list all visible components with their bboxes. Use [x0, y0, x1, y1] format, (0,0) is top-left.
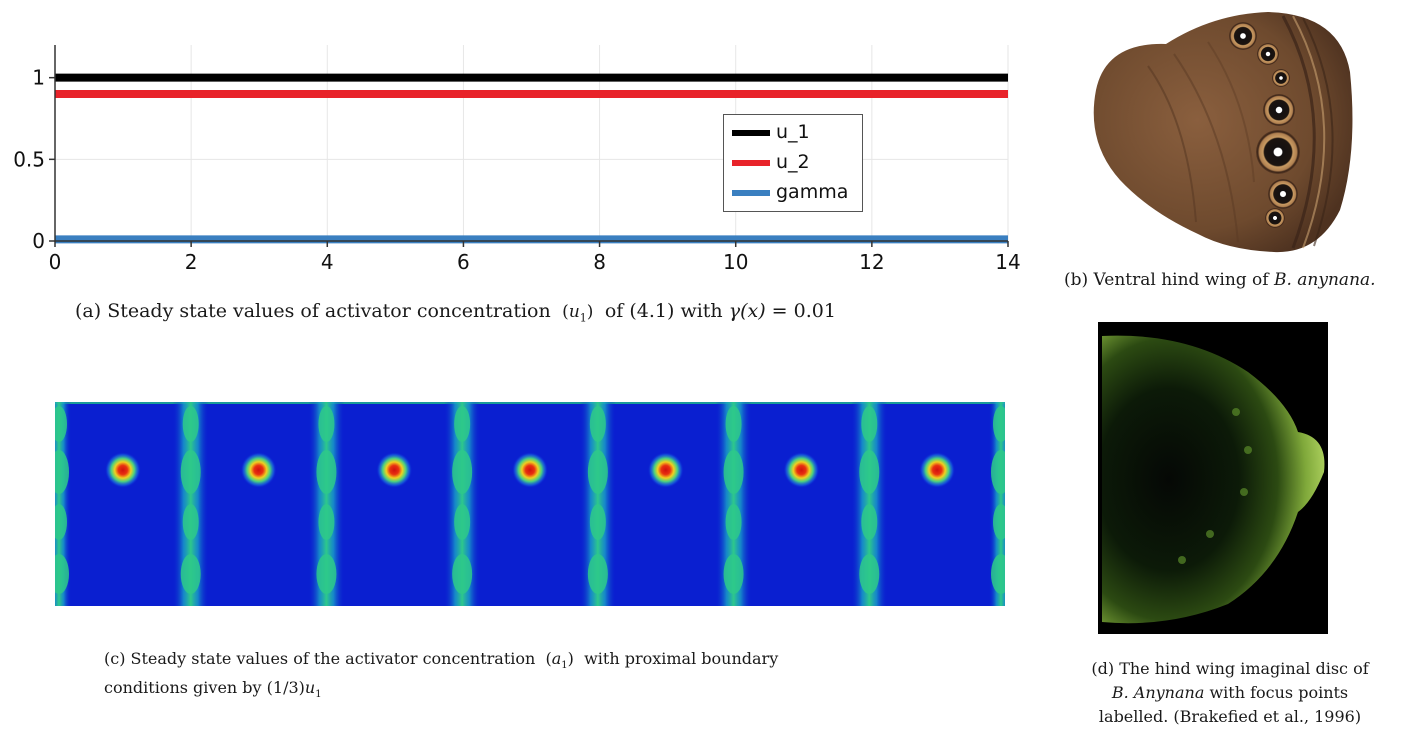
heatmap-band-bulge: [861, 504, 878, 540]
caption-d-species: B. Anynana: [1111, 683, 1205, 702]
caption-a-eq: γ(x): [728, 300, 766, 322]
heatmap-background: [55, 402, 1005, 606]
caption-d-line3: labelled. (Brakefied et al., 1996): [1098, 707, 1362, 726]
caption-c-symbol: (a1): [540, 649, 579, 672]
caption-a: (a) Steady state values of activator con…: [75, 300, 836, 324]
heatmap-band-bulge: [318, 406, 335, 442]
caption-c-line2: conditions given by (1/3)u1: [104, 677, 778, 706]
x-tick-label: 10: [723, 250, 748, 274]
heatmap-band-bulge: [725, 504, 742, 540]
caption-c-suffix: with proximal boundary: [584, 649, 779, 668]
caption-d-line2: B. Anynana with focus points: [1060, 681, 1400, 705]
legend-swatch-u2: [732, 160, 770, 166]
caption-b-species: B. anynana.: [1274, 270, 1376, 290]
x-tick-label: 0: [49, 250, 62, 274]
legend-swatch-gamma: [732, 190, 770, 196]
activator-heatmap: [55, 402, 1005, 606]
x-tick-label: 8: [593, 250, 606, 274]
heatmap-band-bulge: [723, 554, 744, 594]
heatmap-spot: [376, 452, 413, 488]
heatmap-spot: [240, 452, 277, 488]
heatmap-band-bulge: [587, 554, 608, 594]
caption-d-line1: (d) The hind wing imaginal disc of: [1091, 659, 1369, 678]
caption-c-var: a: [551, 649, 562, 668]
heatmap-band-bulge: [993, 406, 1005, 442]
heatmap-band-bulge: [454, 406, 471, 442]
caption-c-line2-expr: (1/3): [266, 678, 305, 698]
heatmap-spot: [783, 452, 820, 488]
ventral-hind-wing-image: [1078, 2, 1358, 262]
heatmap-spot: [647, 452, 684, 488]
heatmap-band-bulge: [991, 450, 1005, 494]
caption-c-sub: 1: [561, 660, 568, 672]
x-tick-label: 6: [457, 250, 470, 274]
caption-d: (d) The hind wing imaginal disc of B. An…: [1060, 657, 1400, 729]
caption-a-sub: 1: [579, 311, 587, 325]
x-tick-label: 12: [859, 250, 884, 274]
heatmap-band-bulge: [182, 406, 199, 442]
heatmap-band-bulge: [589, 406, 606, 442]
heatmap-spot: [104, 452, 141, 488]
caption-a-mid: of (4.1) with: [604, 300, 723, 322]
x-tick-label: 2: [185, 250, 198, 274]
heatmap-band-bulge: [55, 554, 69, 594]
heatmap-band-bulge: [55, 406, 67, 442]
heatmap-band-bulge: [316, 554, 337, 594]
y-tick-label: 0.5: [13, 147, 45, 171]
caption-a-var: u: [568, 302, 580, 322]
heatmap-band-bulge: [859, 554, 880, 594]
heatmap-band-bulge: [859, 450, 880, 494]
heatmap-band-bulge: [55, 504, 67, 540]
heatmap-band-bulge: [454, 504, 471, 540]
heatmap-band-bulge: [723, 450, 744, 494]
heatmap-band-bulge: [55, 450, 69, 494]
y-tick-label: 0: [32, 229, 45, 253]
heatmap-band-bulge: [993, 504, 1005, 540]
heatmap-spot: [512, 452, 548, 488]
caption-c-prefix: (c) Steady state values of the activator…: [104, 649, 536, 668]
line-chart: 0 2 4 6 8 10 12 14 0 0.5 1: [13, 45, 1021, 274]
caption-c-line2-sub: 1: [315, 689, 322, 701]
caption-c: (c) Steady state values of the activator…: [104, 648, 778, 706]
caption-a-prefix: (a) Steady state values of activator con…: [75, 300, 551, 322]
chart-legend: u_1 u_2 gamma: [723, 114, 863, 212]
legend-label: u_1: [776, 121, 810, 143]
caption-a-symbol: (u1): [556, 302, 599, 325]
caption-b: (b) Ventral hind wing of B. anynana.: [1064, 270, 1376, 290]
x-tick-label: 14: [995, 250, 1020, 274]
heatmap-band-bulge: [991, 554, 1005, 594]
caption-c-line2-var: u: [304, 678, 316, 698]
legend-label: u_2: [776, 151, 810, 173]
legend-label: gamma: [776, 181, 849, 203]
x-tick-label: 4: [321, 250, 334, 274]
caption-b-prefix: (b) Ventral hind wing of: [1064, 270, 1269, 290]
heatmap-band-bulge: [861, 406, 878, 442]
heatmap-band-bulge: [180, 450, 201, 494]
heatmap-top-edge: [55, 402, 1005, 404]
heatmap-band-bulge: [182, 504, 199, 540]
y-tick-label: 1: [32, 66, 45, 90]
caption-d-line2-suffix: with focus points: [1209, 683, 1349, 702]
heatmap-band-bulge: [318, 504, 335, 540]
legend-swatch-u1: [732, 130, 770, 136]
caption-a-val: = 0.01: [771, 300, 836, 322]
imaginal-disc-image: [1098, 322, 1328, 634]
caption-c-line2-prefix: conditions given by: [104, 678, 262, 698]
heatmap-band-bulge: [589, 504, 606, 540]
heatmap-band-bulge: [725, 406, 742, 442]
caption-c-line1: (c) Steady state values of the activator…: [104, 648, 778, 677]
heatmap-band-bulge: [452, 450, 473, 494]
heatmap-spot: [919, 452, 956, 488]
heatmap-band-bulge: [316, 450, 337, 494]
heatmap-band-bulge: [587, 450, 608, 494]
heatmap-band-bulge: [180, 554, 201, 594]
heatmap-band-bulge: [452, 554, 473, 594]
